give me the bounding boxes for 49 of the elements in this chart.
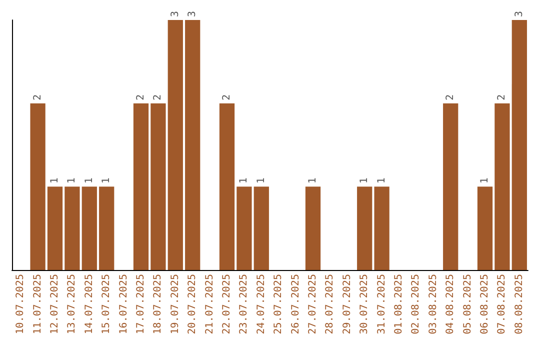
x-tick-label: 23.07.2025 — [238, 274, 250, 334]
x-tick-label: 24.07.2025 — [256, 274, 267, 334]
x-tick-label: 27.07.2025 — [308, 274, 318, 334]
data-label: 1 — [101, 178, 112, 184]
x-tick-label: 07.08.2025 — [496, 274, 508, 334]
x-tick-label: 05.08.2025 — [462, 274, 474, 334]
data-label: 1 — [376, 178, 388, 184]
data-label: 3 — [514, 10, 525, 17]
data-label: 1 — [66, 178, 78, 184]
x-tick-label: 21.07.2025 — [204, 274, 216, 334]
x-tick-label: 29.07.2025 — [342, 274, 353, 334]
x-tick-label: 22.07.2025 — [222, 274, 232, 334]
x-tick-label: 12.07.2025 — [50, 274, 60, 334]
data-label: 1 — [308, 178, 318, 184]
data-label: 1 — [50, 178, 60, 184]
data-label: 3 — [187, 10, 198, 17]
x-tick-label: 25.07.2025 — [273, 274, 284, 334]
x-tick-label: 16.07.2025 — [118, 274, 130, 334]
x-tick-label: 02.08.2025 — [410, 274, 422, 334]
x-tick-label: 26.07.2025 — [290, 274, 302, 334]
x-tick-label: 19.07.2025 — [170, 274, 181, 334]
x-tick-label: 01.08.2025 — [394, 274, 404, 334]
x-tick-label: 31.07.2025 — [376, 274, 388, 334]
x-tick-label: 17.07.2025 — [136, 274, 146, 334]
x-tick-label: 06.08.2025 — [480, 274, 490, 334]
data-label: 1 — [84, 178, 95, 184]
x-tick-label: 13.07.2025 — [66, 274, 78, 334]
data-label: 1 — [359, 178, 370, 184]
x-tick-label: 08.08.2025 — [514, 274, 525, 334]
data-label: 2 — [152, 94, 164, 100]
x-tick-label: 15.07.2025 — [101, 274, 112, 334]
x-tick-label: 18.07.2025 — [152, 274, 164, 334]
x-tick-label: 11.07.2025 — [32, 274, 44, 334]
data-label: 2 — [32, 94, 44, 100]
data-label: 2 — [496, 94, 508, 100]
x-tick-label: 30.07.2025 — [359, 274, 370, 334]
data-label: 1 — [238, 178, 250, 184]
data-label: 3 — [170, 10, 181, 17]
x-tick-label: 04.08.2025 — [445, 274, 456, 334]
data-label: 2 — [136, 94, 146, 100]
data-label: 1 — [480, 178, 490, 184]
data-label: 2 — [222, 94, 232, 100]
data-label: 2 — [445, 94, 456, 100]
x-tick-label: 14.07.2025 — [84, 274, 95, 334]
data-label: 1 — [256, 178, 267, 184]
x-tick-label: 28.07.2025 — [324, 274, 336, 334]
x-tick-label: 10.07.2025 — [15, 274, 26, 334]
x-tick-label: 20.07.2025 — [187, 274, 198, 334]
x-tick-label: 03.08.2025 — [428, 274, 439, 334]
